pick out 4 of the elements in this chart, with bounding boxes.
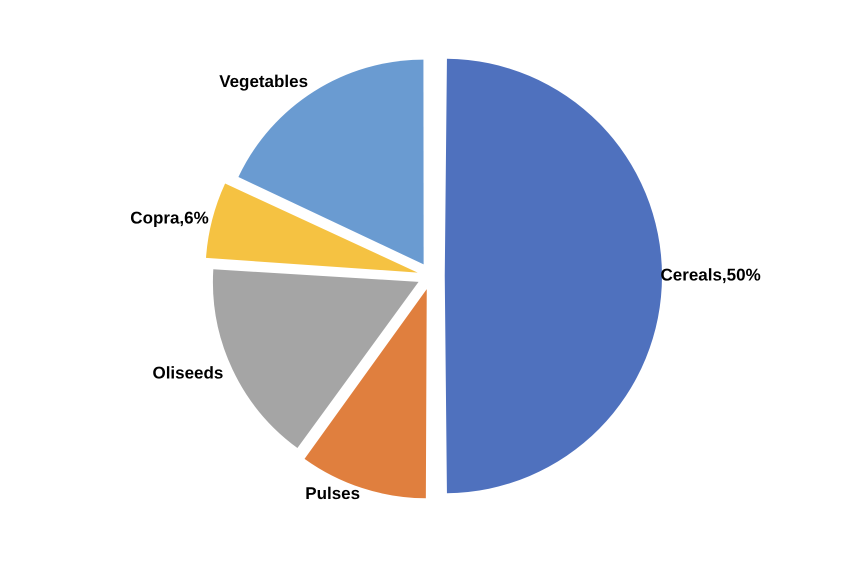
slice-label: Pulses xyxy=(305,484,360,503)
slice-label: Copra,6% xyxy=(130,208,209,228)
slice-label: Oliseeds xyxy=(152,363,224,382)
slice-label: Vegetables xyxy=(219,72,308,91)
